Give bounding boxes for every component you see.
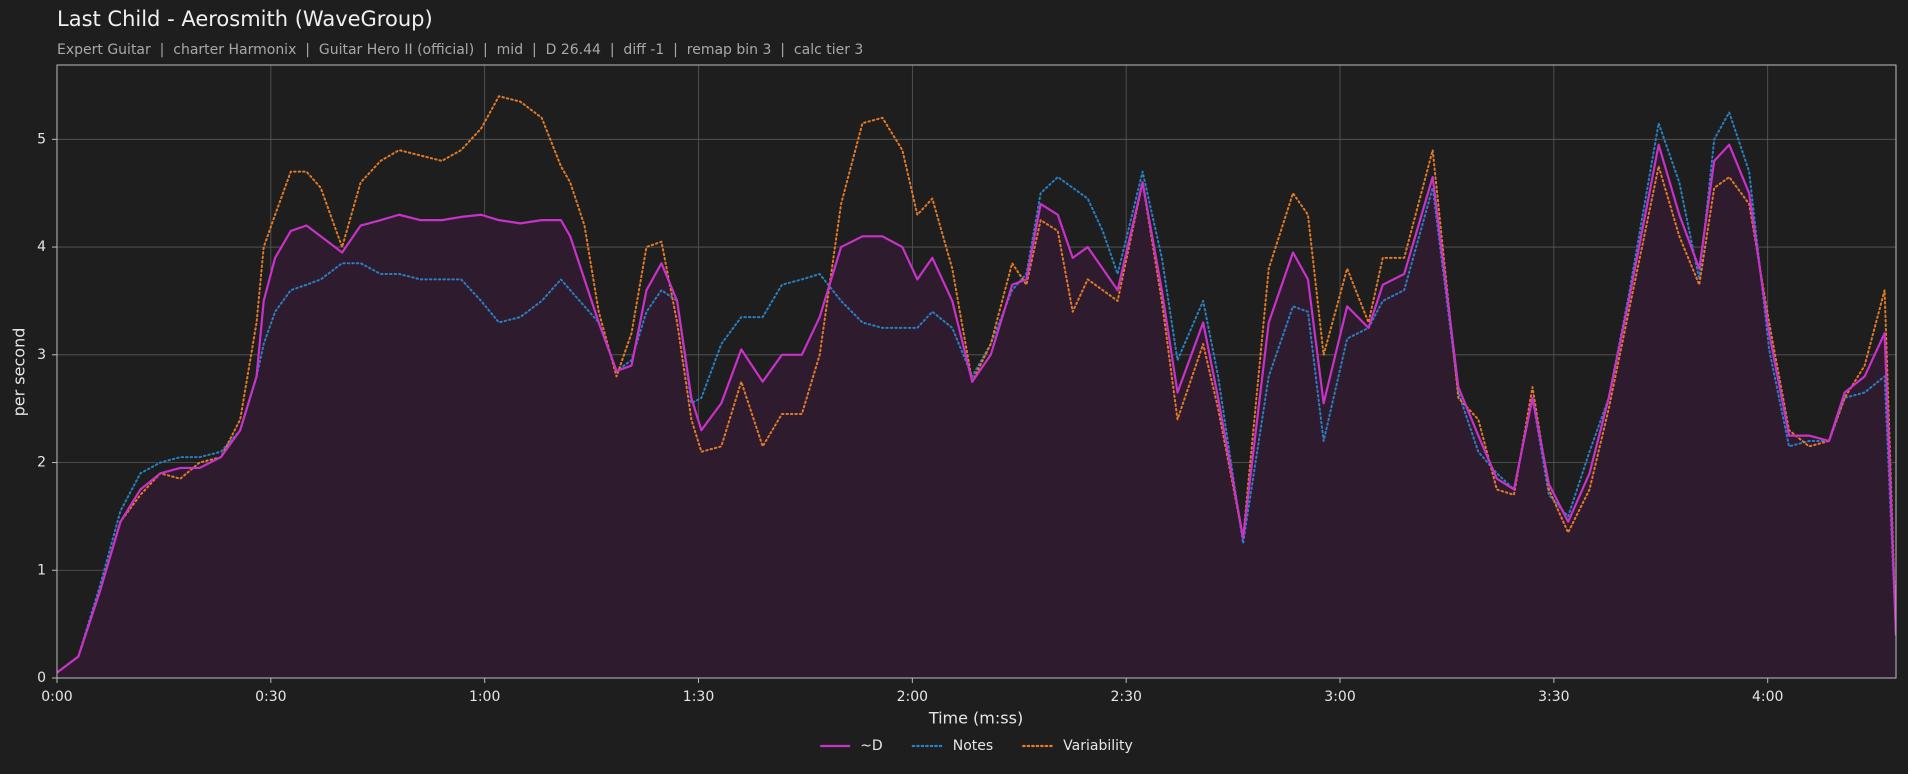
- area: [57, 144, 1896, 678]
- y-tick-label: 4: [37, 239, 46, 255]
- y-tick-label: 3: [37, 347, 46, 363]
- x-tick-label: 2:30: [1110, 689, 1141, 705]
- legend-label: Notes: [953, 738, 993, 754]
- x-tick-label: 4:00: [1752, 689, 1783, 705]
- legend-label: ~D: [860, 738, 883, 754]
- legend-label: Variability: [1063, 738, 1133, 754]
- line-series: [57, 95, 1896, 674]
- x-tick-label: 0:00: [41, 689, 72, 705]
- y-tick-label: 1: [37, 562, 46, 578]
- y-tick-label: 0: [37, 670, 46, 686]
- x-axis-label: Time (m:ss): [928, 709, 1023, 728]
- y-axis-label: per second: [10, 328, 29, 417]
- y-tick-label: 2: [37, 455, 46, 471]
- plot-frame: [56, 64, 1897, 679]
- y-tick-label: 5: [37, 131, 46, 147]
- x-tick-label: 1:00: [469, 689, 500, 705]
- x-tick-label: 3:00: [1324, 689, 1355, 705]
- chart-subtitle: Expert Guitar | charter Harmonix | Guita…: [57, 42, 863, 58]
- x-tick-label: 0:30: [255, 689, 286, 705]
- line-series: [57, 143, 1896, 674]
- x-tick-label: 3:30: [1538, 689, 1569, 705]
- chart-title: Last Child - Aerosmith (WaveGroup): [57, 7, 433, 31]
- line-series: [57, 111, 1896, 674]
- x-tick-label: 2:00: [897, 689, 928, 705]
- x-tick-label: 1:30: [683, 689, 714, 705]
